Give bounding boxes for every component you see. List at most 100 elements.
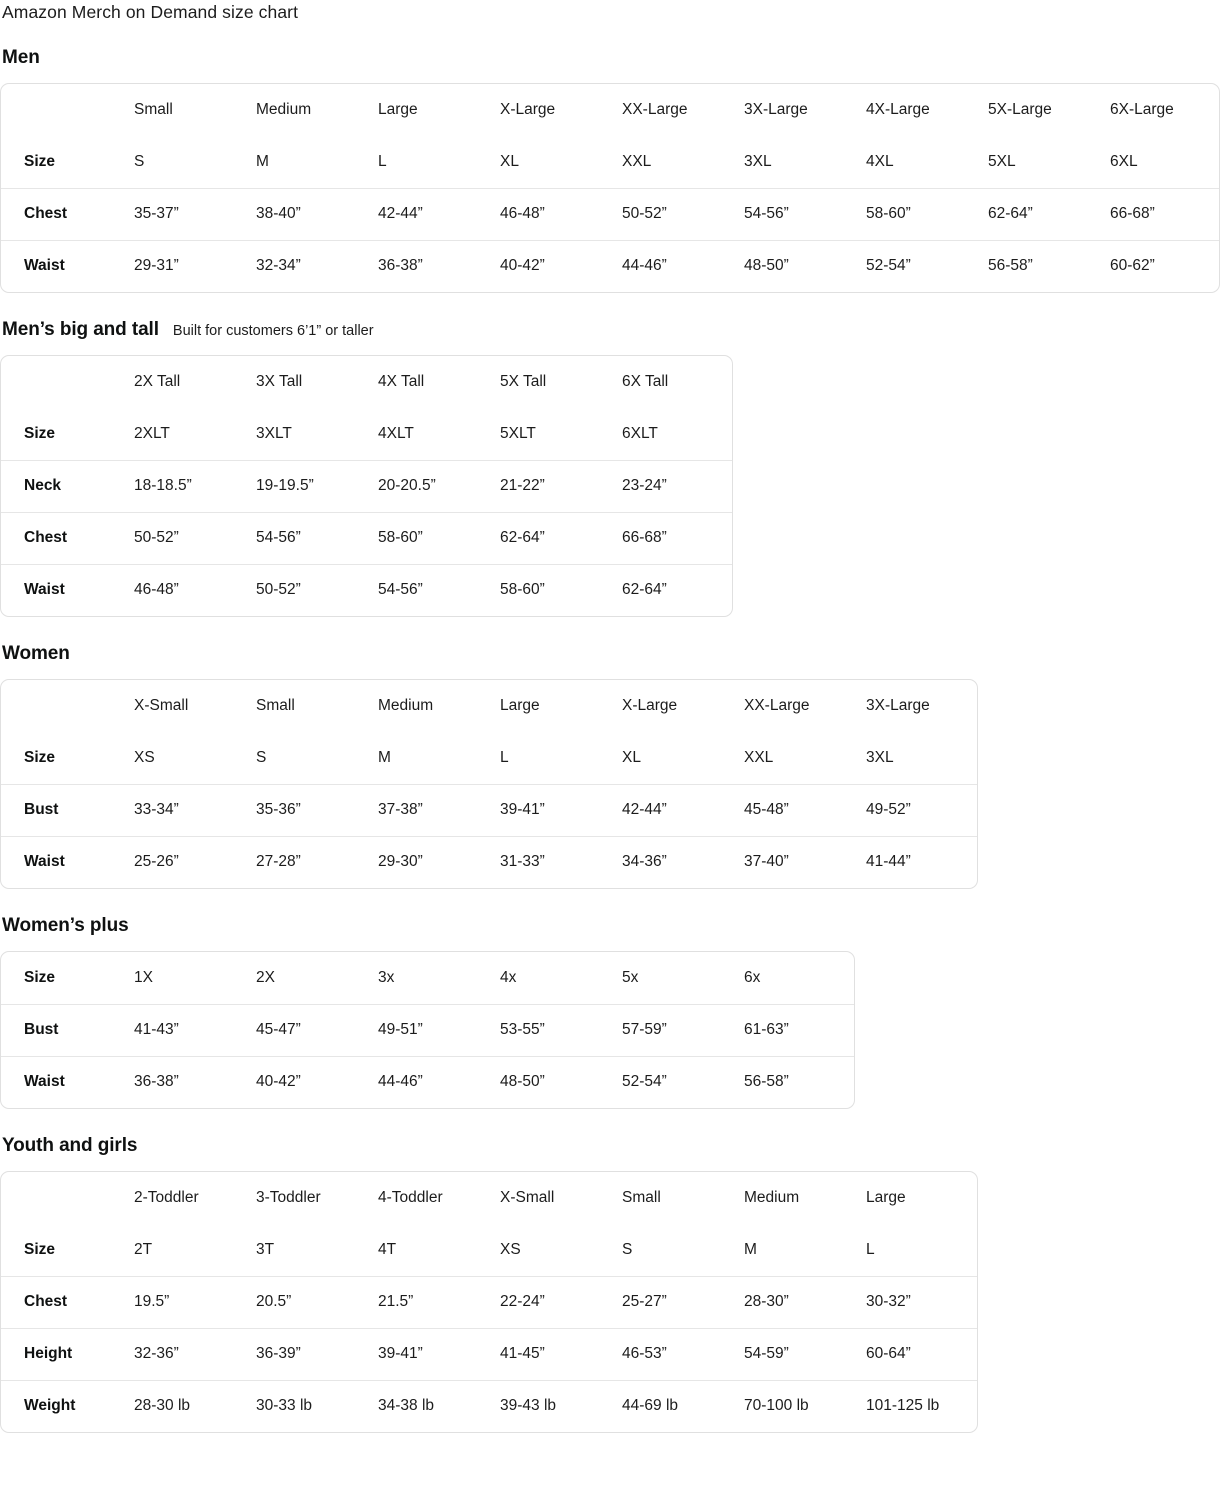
size-table: Small Medium Large X-Large XX-Large 3X-Large 4… bbox=[1, 84, 1219, 292]
measurement-cell: M bbox=[744, 1240, 757, 1258]
measurement-cell: 32-36” bbox=[134, 1327, 256, 1380]
measurement-cell: 39-41” bbox=[500, 783, 622, 836]
measurement-cell: 50-52” bbox=[134, 511, 256, 564]
measurement-cell: 2XLT bbox=[134, 424, 170, 442]
measurement-cell: 58-60” bbox=[500, 563, 622, 616]
size-table-card: 2X Tall 3X Tall 4X Tall 5X Tall 6X Tall Size 2… bbox=[0, 355, 733, 617]
row-label: Waist bbox=[1, 239, 134, 292]
measurement-cell: 54-56” bbox=[378, 563, 500, 616]
measurement-cell: 62-64” bbox=[622, 563, 732, 616]
section-title: Women’s plus bbox=[2, 915, 129, 936]
column-header: XX-Large bbox=[622, 101, 688, 118]
measurement-cell: 101-125 lb bbox=[866, 1379, 977, 1432]
measurement-cell: 42-44” bbox=[622, 783, 744, 836]
measurement-cell: 56-58” bbox=[744, 1055, 854, 1108]
row-label: Weight bbox=[1, 1379, 134, 1432]
section-heading: Women’s plus bbox=[0, 915, 1222, 937]
measurement-cell: 32-34” bbox=[256, 239, 378, 292]
section-heading: Youth and girls bbox=[0, 1135, 1222, 1157]
measurement-cell: 34-36” bbox=[622, 835, 744, 888]
section-men: Men Small Medium Large X-Large XX-Large 3X-Lar… bbox=[0, 47, 1222, 293]
section-heading: Men bbox=[0, 47, 1222, 69]
measurement-cell: 28-30 lb bbox=[134, 1379, 256, 1432]
measurement-cell: 48-50” bbox=[744, 239, 866, 292]
measurement-cell: 66-68” bbox=[1110, 187, 1219, 240]
measurement-cell: 46-48” bbox=[134, 563, 256, 616]
row-label: Chest bbox=[1, 1275, 134, 1328]
column-header: X-Small bbox=[134, 697, 189, 714]
size-table: 2-Toddler 3-Toddler 4-Toddler X-Small Small M… bbox=[1, 1172, 977, 1432]
measurement-cell: 6XLT bbox=[622, 424, 658, 442]
measurement-cell: 39-43 lb bbox=[500, 1379, 622, 1432]
row-label: Chest bbox=[1, 187, 134, 240]
table-header-row: X-Small Small Medium Large X-Large XX-Large 3X… bbox=[1, 680, 977, 732]
measurement-cell: 3XL bbox=[866, 748, 894, 766]
column-header: 2X Tall bbox=[134, 373, 181, 390]
size-table-card: X-Small Small Medium Large X-Large XX-Large 3X… bbox=[0, 679, 978, 889]
sections-container: Men Small Medium Large X-Large XX-Large 3X-Lar… bbox=[0, 47, 1222, 1433]
measurement-cell: 21-22” bbox=[500, 459, 622, 512]
measurement-cell: L bbox=[500, 748, 509, 766]
measurement-cell: 27-28” bbox=[256, 835, 378, 888]
table-header-row: Small Medium Large X-Large XX-Large 3X-Large 4… bbox=[1, 84, 1219, 136]
table-corner-cell bbox=[1, 84, 134, 136]
measurement-cell: 44-46” bbox=[622, 239, 744, 292]
measurement-cell: 58-60” bbox=[866, 187, 988, 240]
measurement-cell: 23-24” bbox=[622, 459, 732, 512]
table-row: Size S M L XL XXL 3XL 4XL 5XL 6XL bbox=[1, 136, 1219, 188]
row-label: Waist bbox=[1, 563, 134, 616]
measurement-cell: 54-59” bbox=[744, 1327, 866, 1380]
measurement-cell: 37-40” bbox=[744, 835, 866, 888]
measurement-cell: 36-39” bbox=[256, 1327, 378, 1380]
measurement-cell: 44-46” bbox=[378, 1055, 500, 1108]
column-header: Large bbox=[866, 1189, 906, 1206]
size-table-card: Small Medium Large X-Large XX-Large 3X-Large 4… bbox=[0, 83, 1220, 293]
measurement-cell: 30-32” bbox=[866, 1275, 977, 1328]
measurement-cell: 5XL bbox=[988, 152, 1016, 170]
section-youth-and-girls: Youth and girls 2-Toddler 3-Toddler 4-Toddl… bbox=[0, 1135, 1222, 1433]
measurement-cell: 37-38” bbox=[378, 783, 500, 836]
column-header: Medium bbox=[256, 101, 312, 118]
column-header: X-Large bbox=[622, 697, 678, 714]
measurement-cell: L bbox=[378, 152, 387, 170]
measurement-cell: 60-62” bbox=[1110, 239, 1219, 292]
table-row: Waist 25-26” 27-28” 29-30” 31-33” 34-36” 37-40… bbox=[1, 835, 977, 888]
measurement-cell: 61-63” bbox=[744, 1003, 854, 1056]
row-label: Bust bbox=[1, 783, 134, 836]
measurement-cell: L bbox=[866, 1240, 875, 1258]
measurement-cell: 35-36” bbox=[256, 783, 378, 836]
row-label: Size bbox=[24, 748, 56, 766]
row-label: Waist bbox=[1, 835, 134, 888]
measurement-cell: 5XLT bbox=[500, 424, 536, 442]
measurement-cell: 18-18.5” bbox=[134, 459, 256, 512]
section-title: Men’s big and tall bbox=[2, 319, 159, 340]
measurement-cell: 36-38” bbox=[134, 1055, 256, 1108]
measurement-cell: 46-48” bbox=[500, 187, 622, 240]
table-row: Bust 41-43” 45-47” 49-51” 53-55” 57-59” 61-63” bbox=[1, 1003, 854, 1056]
column-header: Small bbox=[622, 1189, 661, 1206]
column-header: Small bbox=[134, 101, 173, 118]
column-header: 4-Toddler bbox=[378, 1189, 443, 1206]
measurement-cell: XXL bbox=[622, 152, 652, 170]
measurement-cell: 42-44” bbox=[378, 187, 500, 240]
measurement-cell: 6XL bbox=[1110, 152, 1138, 170]
table-row: Size 2T 3T 4T XS S M L bbox=[1, 1224, 977, 1276]
measurement-cell: 4XLT bbox=[378, 424, 414, 442]
row-label: Size bbox=[24, 424, 56, 442]
column-header: 4X Tall bbox=[378, 373, 425, 390]
column-header: Large bbox=[500, 697, 540, 714]
column-header: Small bbox=[256, 697, 295, 714]
measurement-cell: 38-40” bbox=[256, 187, 378, 240]
table-row: Size 2XLT 3XLT 4XLT 5XLT 6XLT bbox=[1, 408, 732, 460]
measurement-cell: 58-60” bbox=[378, 511, 500, 564]
column-header: 3X-Large bbox=[866, 697, 930, 714]
measurement-cell: 36-38” bbox=[378, 239, 500, 292]
measurement-cell: 40-42” bbox=[500, 239, 622, 292]
size-chart-page: Amazon Merch on Demand size chart Men Sma… bbox=[0, 2, 1222, 1433]
column-header: Medium bbox=[744, 1189, 800, 1206]
measurement-cell: 45-48” bbox=[744, 783, 866, 836]
table-row: Size XS S M L XL XXL 3XL bbox=[1, 732, 977, 784]
section-title: Youth and girls bbox=[2, 1135, 138, 1156]
measurement-cell: 50-52” bbox=[256, 563, 378, 616]
measurement-cell: 44-69 lb bbox=[622, 1379, 744, 1432]
